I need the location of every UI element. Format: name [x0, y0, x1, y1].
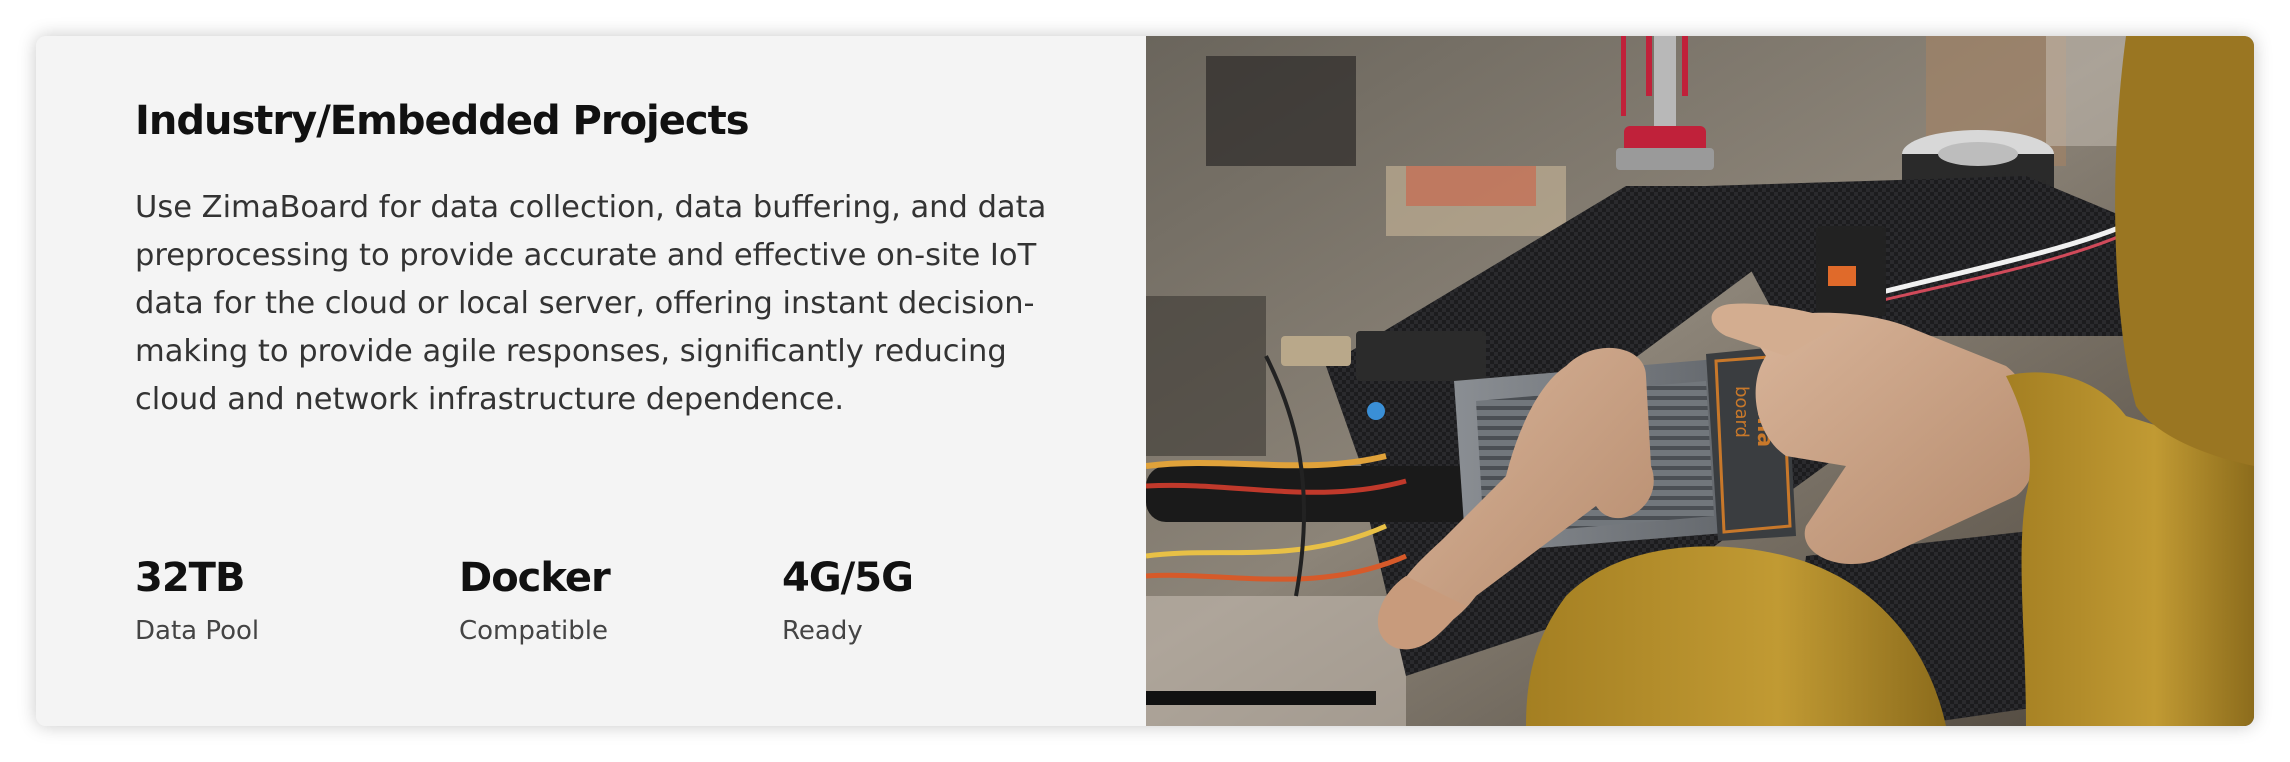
section-description: Use ZimaBoard for data collection, data … [135, 190, 1047, 417]
drone-assembly-photo: Zima board [1146, 36, 2254, 726]
svg-text:board: board [1731, 386, 1752, 438]
text-panel: Industry/Embedded Projects Use ZimaBoard… [36, 36, 1146, 726]
stat-label: Ready [782, 616, 863, 646]
stat-value: 4G/5G [782, 555, 914, 601]
stat-compatible: Docker Compatible [459, 552, 759, 646]
stat-ready: 4G/5G Ready [782, 552, 1082, 646]
section-title: Industry/Embedded Projects [135, 98, 750, 144]
stat-data-pool: 32TB Data Pool [135, 552, 435, 646]
stat-label: Data Pool [135, 616, 260, 646]
stat-value: 32TB [135, 555, 245, 601]
feature-card: Industry/Embedded Projects Use ZimaBoard… [36, 36, 2254, 726]
stat-label: Compatible [459, 616, 608, 646]
stat-value: Docker [459, 555, 611, 601]
